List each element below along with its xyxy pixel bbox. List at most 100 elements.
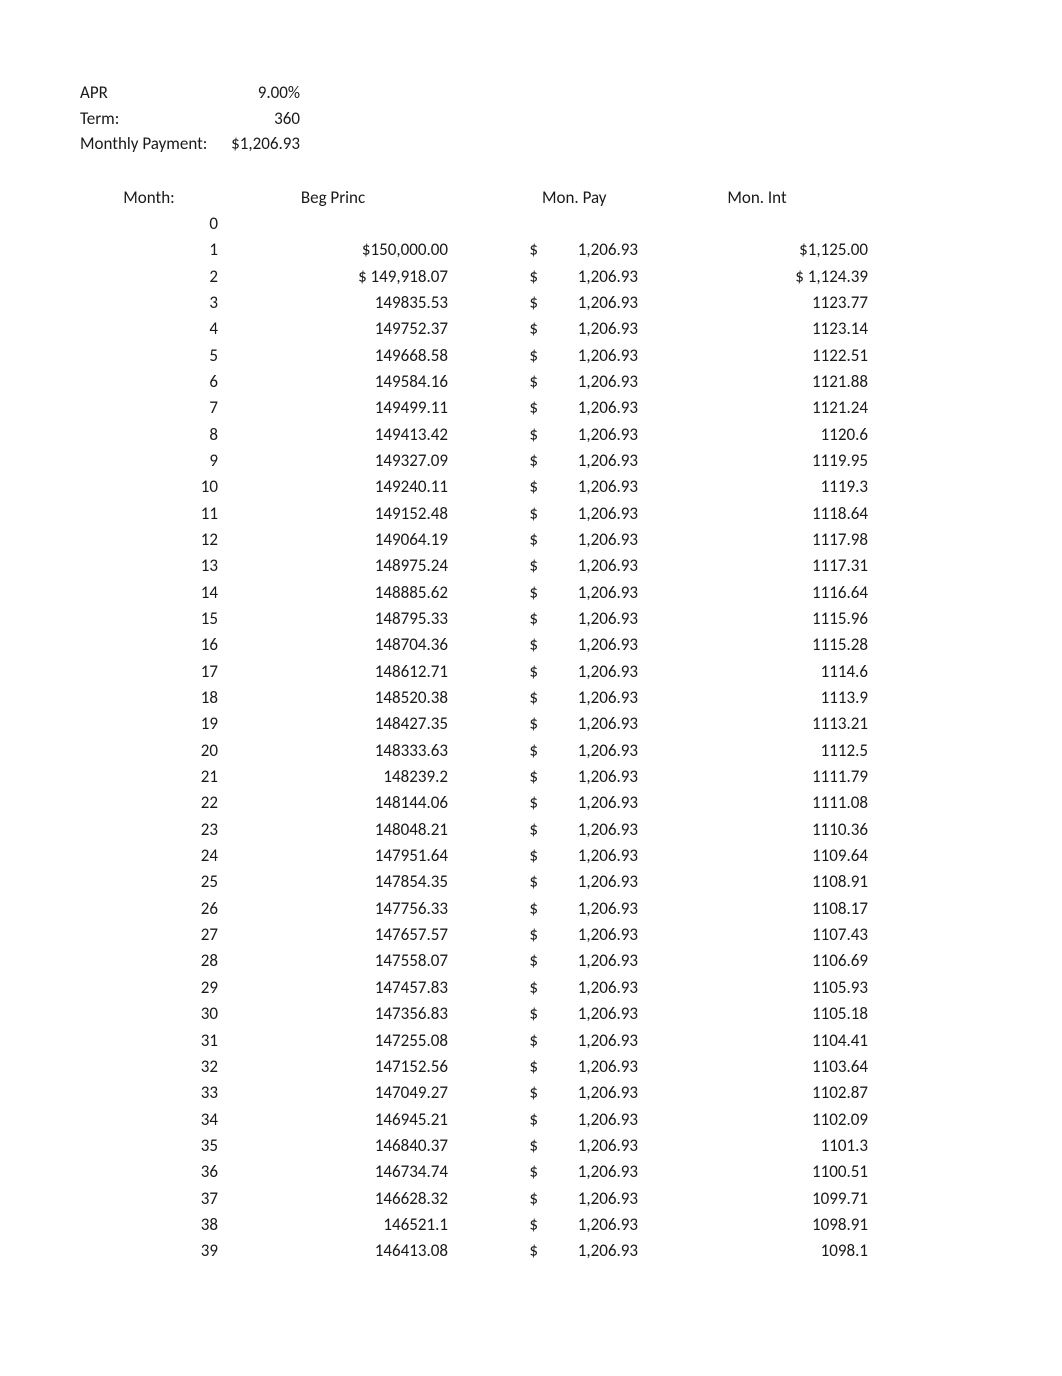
cell-pay-currency: $: [448, 343, 538, 369]
cell-mon-pay: 1,206.93: [538, 1080, 638, 1106]
cell-mon-pay: 1,206.93: [538, 553, 638, 579]
table-row: 0: [80, 211, 1062, 237]
cell-beg-princ: 147255.08: [218, 1028, 448, 1054]
cell-mon-int: 1105.93: [638, 975, 868, 1001]
cell-mon-int: 1111.79: [638, 764, 868, 790]
cell-mon-int: 1121.88: [638, 369, 868, 395]
cell-pay-currency: $: [448, 1186, 538, 1212]
cell-mon-pay: 1,206.93: [538, 606, 638, 632]
cell-month: 2: [80, 264, 218, 290]
amortization-page: APR 9.00% Term: 360 Monthly Payment: $1,…: [0, 0, 1062, 1265]
table-row: 8149413.42$1,206.931120.6: [80, 422, 1062, 448]
table-row: 26147756.33$1,206.931108.17: [80, 896, 1062, 922]
cell-beg-princ: 147854.35: [218, 869, 448, 895]
cell-month: 39: [80, 1238, 218, 1264]
cell-mon-pay: 1,206.93: [538, 1028, 638, 1054]
cell-month: 19: [80, 711, 218, 737]
monthly-payment-label: Monthly Payment:: [80, 131, 220, 157]
cell-pay-currency: $: [448, 395, 538, 421]
cell-mon-int: $1,125.00: [638, 237, 868, 263]
cell-pay-currency: $: [448, 369, 538, 395]
cell-pay-currency: $: [448, 1133, 538, 1159]
cell-month: 16: [80, 632, 218, 658]
cell-beg-princ: 146413.08: [218, 1238, 448, 1264]
cell-pay-currency: $: [448, 290, 538, 316]
cell-month: 29: [80, 975, 218, 1001]
cell-mon-int: 1114.6: [638, 659, 868, 685]
table-row: 31147255.08$1,206.931104.41: [80, 1028, 1062, 1054]
cell-pay-currency: $: [448, 948, 538, 974]
cell-month: 15: [80, 606, 218, 632]
cell-mon-pay: 1,206.93: [538, 395, 638, 421]
table-row: 6149584.16$1,206.931121.88: [80, 369, 1062, 395]
cell-mon-int: 1115.96: [638, 606, 868, 632]
cell-mon-int: 1120.6: [638, 422, 868, 448]
cell-mon-int: 1116.64: [638, 580, 868, 606]
table-row: 16148704.36$1,206.931115.28: [80, 632, 1062, 658]
cell-month: 10: [80, 474, 218, 500]
cell-mon-pay: 1,206.93: [538, 738, 638, 764]
cell-mon-int: 1122.51: [638, 343, 868, 369]
table-row: 25147854.35$1,206.931108.91: [80, 869, 1062, 895]
table-row: 1$150,000.00$1,206.93$1,125.00: [80, 237, 1062, 263]
cell-pay-currency: $: [448, 922, 538, 948]
cell-pay-currency: $: [448, 711, 538, 737]
cell-pay-currency: $: [448, 1159, 538, 1185]
cell-mon-pay: 1,206.93: [538, 1159, 638, 1185]
table-row: 9149327.09$1,206.931119.95: [80, 448, 1062, 474]
table-row: 19148427.35$1,206.931113.21: [80, 711, 1062, 737]
cell-mon-int: 1118.64: [638, 501, 868, 527]
cell-mon-pay: 1,206.93: [538, 369, 638, 395]
cell-mon-pay: 1,206.93: [538, 922, 638, 948]
cell-mon-int: 1115.28: [638, 632, 868, 658]
amortization-table: Month: Beg Princ Mon. Pay Mon. Int 01$15…: [80, 185, 1062, 1265]
cell-mon-pay: 1,206.93: [538, 1001, 638, 1027]
cell-mon-pay: 1,206.93: [538, 869, 638, 895]
loan-summary: APR 9.00% Term: 360 Monthly Payment: $1,…: [80, 80, 1062, 157]
cell-beg-princ: 147152.56: [218, 1054, 448, 1080]
cell-mon-int: 1098.91: [638, 1212, 868, 1238]
cell-mon-int: 1105.18: [638, 1001, 868, 1027]
cell-month: 27: [80, 922, 218, 948]
cell-beg-princ: 148704.36: [218, 632, 448, 658]
cell-mon-int: 1107.43: [638, 922, 868, 948]
header-pay-spacer: [448, 185, 538, 211]
cell-mon-pay: 1,206.93: [538, 1133, 638, 1159]
cell-beg-princ: 147756.33: [218, 896, 448, 922]
table-row: 3149835.53$1,206.931123.77: [80, 290, 1062, 316]
cell-mon-int: 1123.14: [638, 316, 868, 342]
cell-mon-pay: 1,206.93: [538, 264, 638, 290]
cell-month: 22: [80, 790, 218, 816]
cell-beg-princ: 148048.21: [218, 817, 448, 843]
cell-beg-princ: 149413.42: [218, 422, 448, 448]
cell-beg-princ: 149064.19: [218, 527, 448, 553]
cell-pay-currency: $: [448, 237, 538, 263]
table-row: 14148885.62$1,206.931116.64: [80, 580, 1062, 606]
cell-pay-currency: $: [448, 790, 538, 816]
cell-month: 38: [80, 1212, 218, 1238]
cell-beg-princ: 148612.71: [218, 659, 448, 685]
cell-pay-currency: $: [448, 659, 538, 685]
cell-mon-int: 1113.21: [638, 711, 868, 737]
cell-mon-pay: 1,206.93: [538, 1107, 638, 1133]
cell-beg-princ: 149835.53: [218, 290, 448, 316]
table-row: 24147951.64$1,206.931109.64: [80, 843, 1062, 869]
cell-beg-princ: 146945.21: [218, 1107, 448, 1133]
cell-month: 23: [80, 817, 218, 843]
cell-mon-pay: 1,206.93: [538, 790, 638, 816]
cell-beg-princ: $150,000.00: [218, 237, 448, 263]
cell-beg-princ: 149752.37: [218, 316, 448, 342]
table-row: 13148975.24$1,206.931117.31: [80, 553, 1062, 579]
cell-mon-int: 1112.5: [638, 738, 868, 764]
cell-beg-princ: 147657.57: [218, 922, 448, 948]
cell-beg-princ: 146628.32: [218, 1186, 448, 1212]
table-row: 27147657.57$1,206.931107.43: [80, 922, 1062, 948]
cell-mon-int: 1103.64: [638, 1054, 868, 1080]
cell-beg-princ: 148427.35: [218, 711, 448, 737]
header-mon-pay: Mon. Pay: [538, 185, 642, 211]
header-beg-princ: Beg Princ: [218, 185, 448, 211]
cell-mon-int: 1110.36: [638, 817, 868, 843]
cell-mon-pay: 1,206.93: [538, 422, 638, 448]
cell-month: 12: [80, 527, 218, 553]
cell-mon-pay: 1,206.93: [538, 501, 638, 527]
